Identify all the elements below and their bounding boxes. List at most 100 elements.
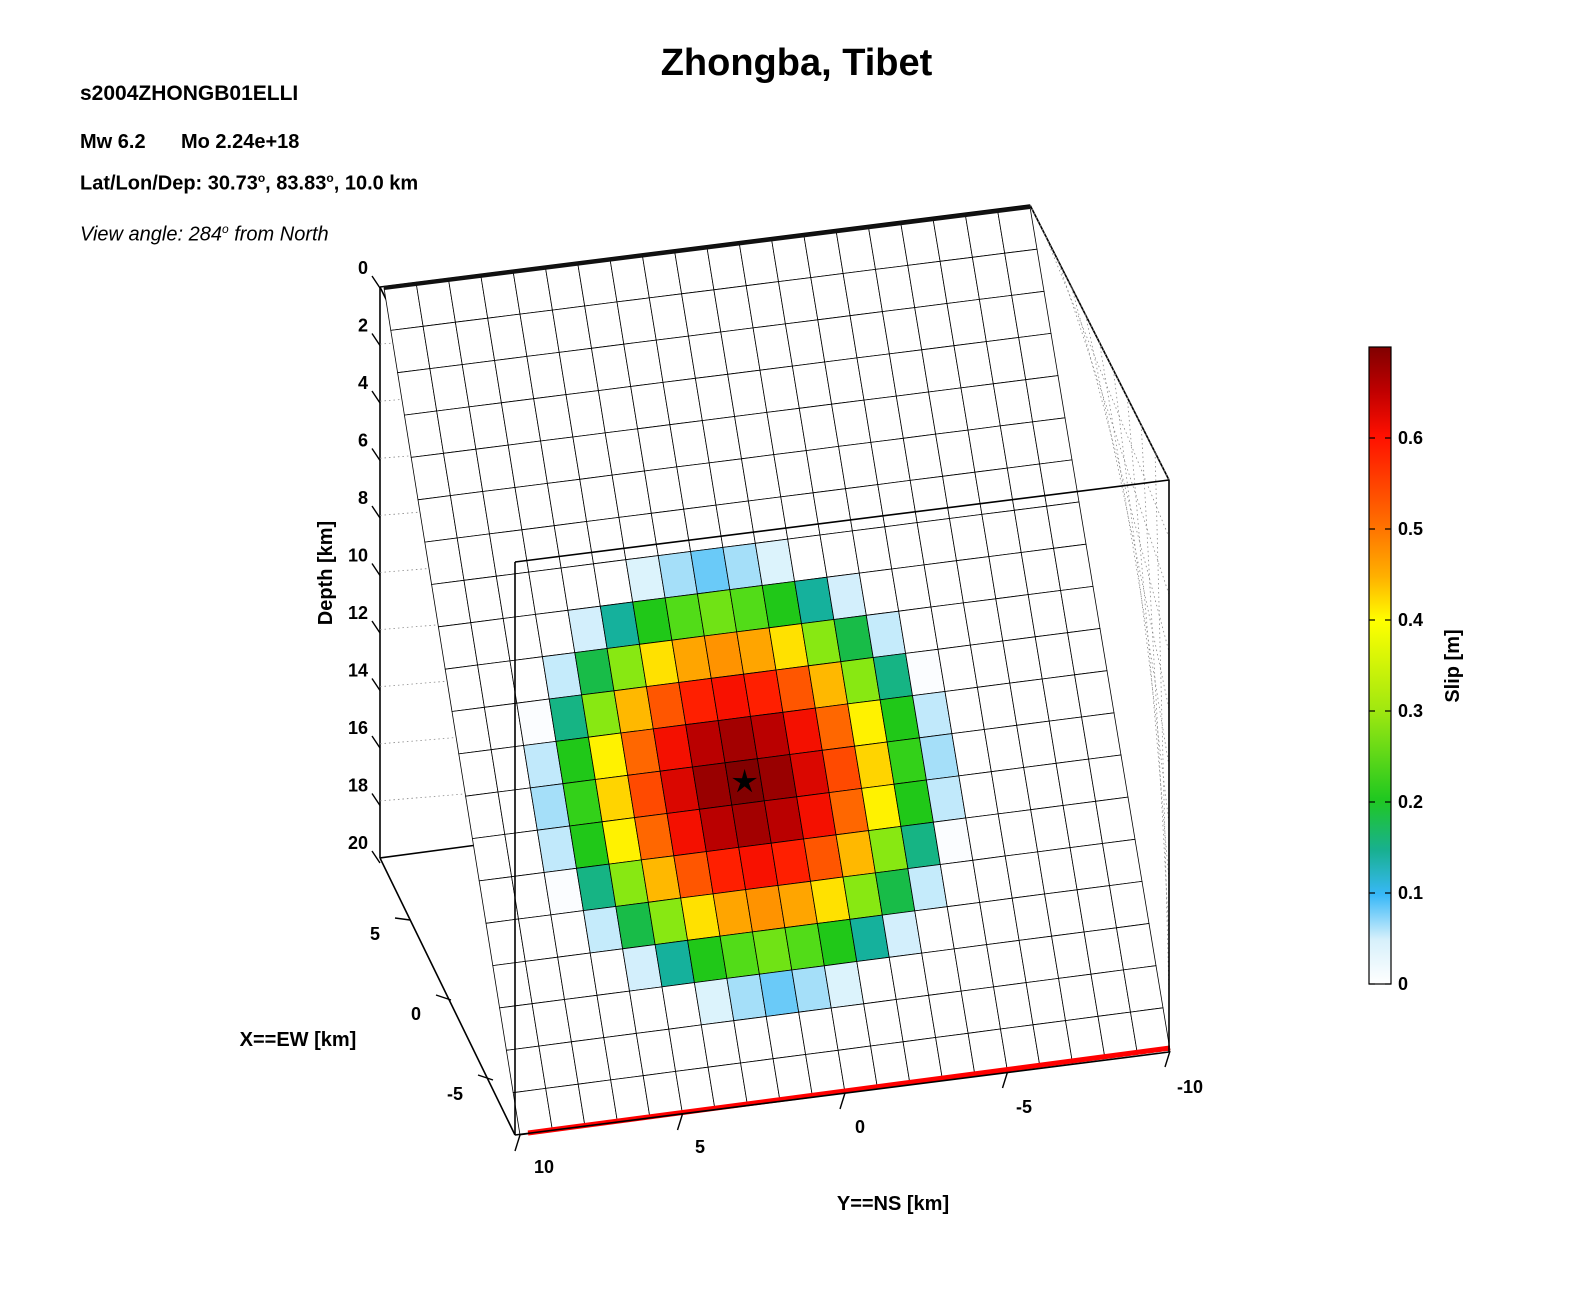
view-angle-suffix: from North xyxy=(228,223,329,246)
depth-tick-label: 6 xyxy=(358,431,368,451)
depth-tick-mark xyxy=(371,505,381,519)
depth-axis-label: Depth [km] xyxy=(315,521,337,625)
slip-cell xyxy=(1004,248,1045,296)
colorbar-tick-label: 0.6 xyxy=(1398,428,1423,448)
box-edge xyxy=(514,479,1170,563)
location-label: Lat/Lon/Dep: 30.73o, 83.83o, 10.0 km xyxy=(80,171,418,196)
slip-cell xyxy=(1060,585,1101,634)
colorbar-tick-label: 0.4 xyxy=(1398,610,1423,630)
box-edge xyxy=(514,1051,1170,1136)
depth-tick-label: 8 xyxy=(358,488,368,508)
colorbar-tick-label: 0.3 xyxy=(1398,701,1423,721)
latitude-value: 30.73 xyxy=(207,172,258,195)
back-grid-line xyxy=(1043,232,1170,538)
slip-grid xyxy=(383,205,1171,1136)
y-tick-label: 10 xyxy=(534,1157,554,1177)
longitude-value: 83.83 xyxy=(276,172,327,195)
x-tick-label: 0 xyxy=(411,1004,421,1024)
colorbar-ticks: 0 0.1 0.2 0.3 0.4 0.5 0.6 xyxy=(1369,428,1423,994)
back-grid-line xyxy=(1126,397,1170,881)
depth-tick-label: 0 xyxy=(358,258,368,278)
x-tick-label: -5 xyxy=(447,1084,463,1104)
x-tick-label: 5 xyxy=(370,924,380,944)
degree-symbol: o xyxy=(257,171,266,185)
back-grid-line xyxy=(1154,452,1170,995)
slip-cell xyxy=(1095,796,1136,844)
x-axis-label: X==EW [km] xyxy=(240,1029,357,1051)
separator: , xyxy=(333,172,345,195)
depth-tick-label: 4 xyxy=(358,373,368,393)
x-tick-mark xyxy=(477,1074,494,1081)
fault-top-edge xyxy=(383,205,1031,290)
depth-tick-mark xyxy=(371,793,381,806)
depth-tick-label: 20 xyxy=(348,833,368,853)
depth-tick-mark xyxy=(371,850,381,864)
depth-tick-label: 14 xyxy=(348,661,368,681)
y-tick-mark xyxy=(676,1113,684,1131)
y-tick-label: 0 xyxy=(855,1117,865,1137)
back-grid-line xyxy=(1140,424,1170,938)
slip-cell xyxy=(1032,417,1073,465)
depth-tick-label: 16 xyxy=(348,718,368,738)
box-edge xyxy=(379,844,478,859)
degree-symbol: o xyxy=(221,222,229,236)
separator: , xyxy=(265,172,277,195)
depth-tick-mark xyxy=(371,735,381,749)
depth-tick-mark xyxy=(371,390,381,404)
view-angle-label: View angle: 284o from North xyxy=(80,222,329,247)
colorbar-tick-label: 0.5 xyxy=(1398,519,1423,539)
depth-tick-mark xyxy=(371,275,381,289)
depth-tick-mark xyxy=(371,448,381,461)
y-tick-label: -10 xyxy=(1177,1077,1203,1097)
slip-cell xyxy=(1053,543,1094,591)
axes-box-front xyxy=(379,479,1170,1136)
axis-ticks: 0 2 4 6 8 10 12 14 16 18 20 5 0 -5 10 5 0 -5 -10 xyxy=(348,258,1203,1177)
slip-cell xyxy=(1088,754,1129,802)
slip-cell xyxy=(1123,965,1164,1013)
y-tick-mark xyxy=(1001,1071,1009,1089)
depth-value: 10.0 km xyxy=(344,172,419,195)
depth-tick-label: 12 xyxy=(348,603,368,623)
colorbar-tick-label: 0.1 xyxy=(1398,883,1423,903)
slip-cell xyxy=(1046,501,1087,549)
x-tick-mark xyxy=(435,994,452,1001)
y-tick-label: -5 xyxy=(1016,1097,1032,1117)
depth-tick-label: 10 xyxy=(348,546,368,566)
view-angle-prefix: View angle: 284 xyxy=(80,223,222,246)
slip-cell xyxy=(1018,332,1059,381)
location-prefix: Lat/Lon/Dep: xyxy=(80,172,208,195)
slip-cell xyxy=(1067,628,1108,676)
slip-cell xyxy=(1081,712,1122,760)
x-tick-mark xyxy=(394,917,411,921)
y-tick-label: 5 xyxy=(695,1137,705,1157)
slip-cell xyxy=(997,206,1038,254)
slip-cell xyxy=(1025,375,1066,423)
colorbar-label: Slip [m] xyxy=(1442,629,1464,702)
y-axis-label: Y==NS [km] xyxy=(837,1193,949,1215)
slip-cell xyxy=(1039,459,1080,507)
box-edge xyxy=(379,857,516,1136)
model-id: s2004ZHONGB01ELLI xyxy=(80,82,299,105)
degree-symbol: o xyxy=(326,171,334,185)
moment-label: Mo 2.24e+18 xyxy=(181,131,300,153)
chart-title: Zhongba, Tibet xyxy=(660,42,933,84)
depth-tick-mark xyxy=(371,620,381,634)
colorbar-tick-label: 0.2 xyxy=(1398,792,1423,812)
slip-cell xyxy=(1011,290,1052,338)
depth-tick-mark xyxy=(371,563,381,576)
colorbar: 0 0.1 0.2 0.3 0.4 0.5 0.6 xyxy=(1368,346,1423,994)
depth-tick-mark xyxy=(371,333,381,346)
slip-cell xyxy=(1116,923,1157,971)
colorbar-tick-label: 0 xyxy=(1398,974,1408,994)
y-tick-mark xyxy=(839,1092,846,1110)
depth-tick-mark xyxy=(371,678,381,691)
depth-tick-label: 18 xyxy=(348,776,368,796)
slip-cell xyxy=(1109,880,1150,929)
magnitude-label: Mw 6.2 xyxy=(80,131,146,153)
y-tick-mark xyxy=(1164,1050,1171,1068)
slip-cell xyxy=(1074,670,1115,718)
y-tick-mark xyxy=(514,1134,521,1152)
slip-cell xyxy=(1102,838,1143,887)
colorbar-gradient xyxy=(1368,346,1392,985)
